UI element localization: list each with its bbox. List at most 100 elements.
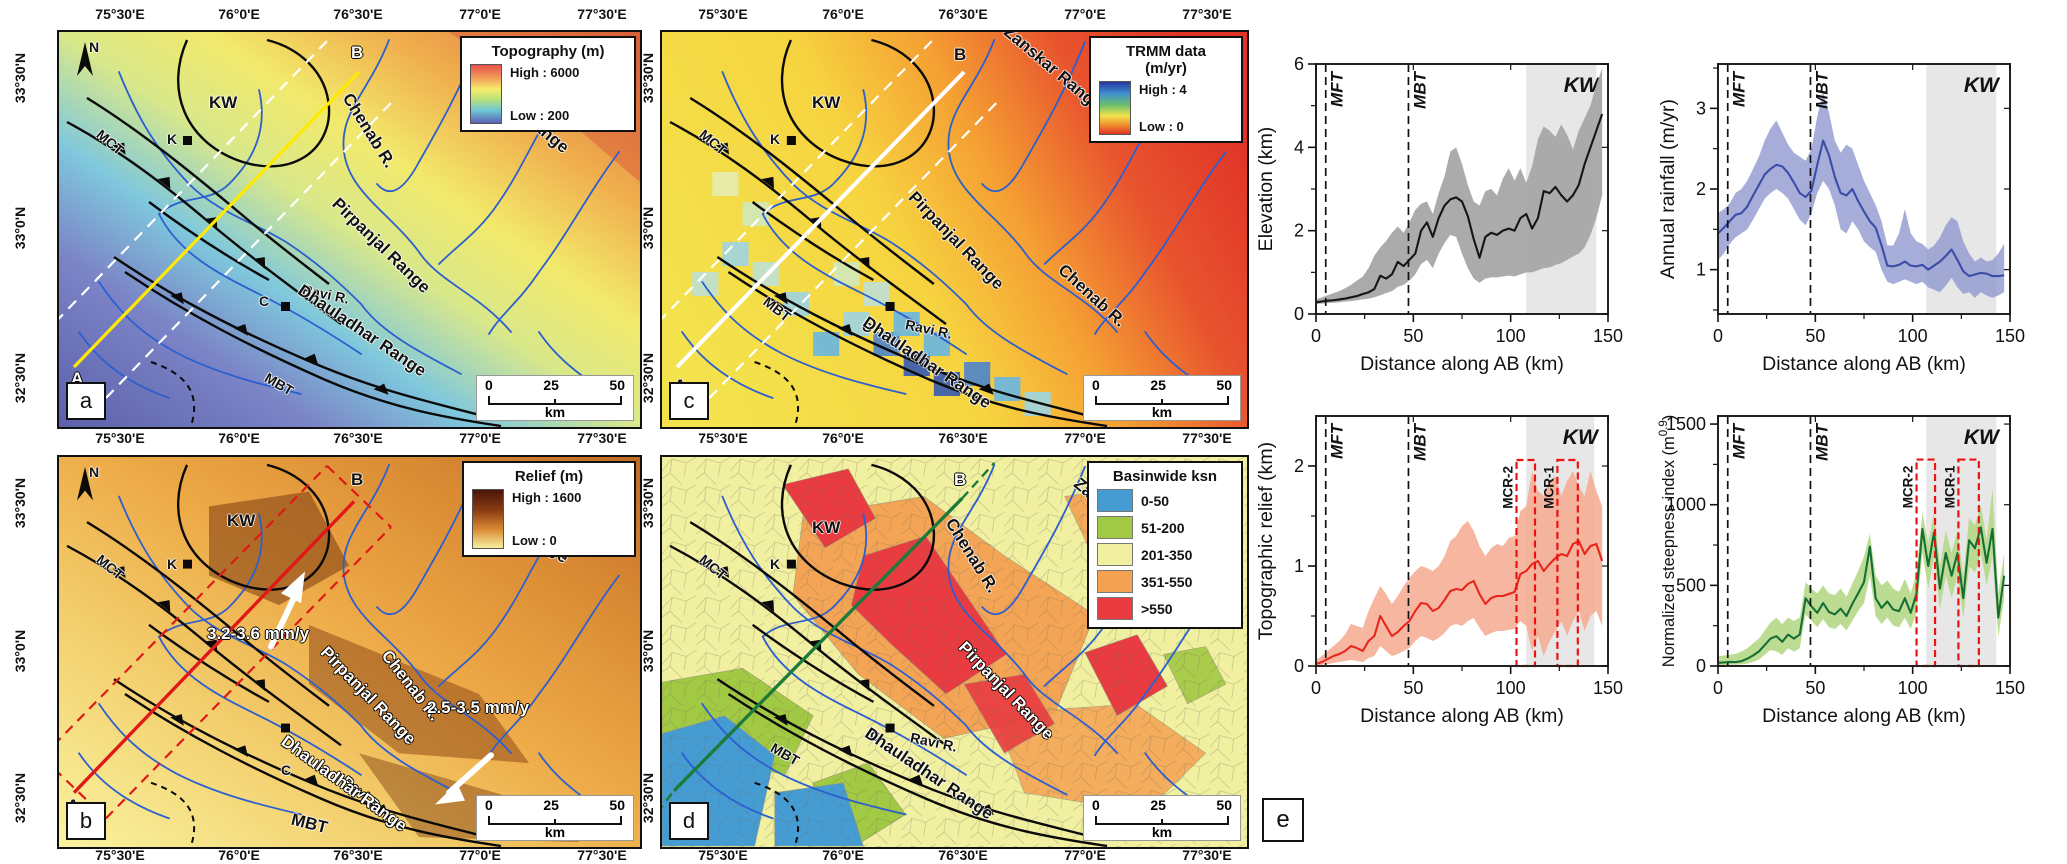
lon-tick-label: 75°30'E bbox=[95, 847, 145, 863]
svg-text:100: 100 bbox=[1496, 678, 1526, 698]
svg-text:150: 150 bbox=[1995, 326, 2025, 346]
lat-tick-label: 32°30'N bbox=[640, 772, 656, 824]
scale-mid: 25 bbox=[543, 797, 559, 813]
svg-text:KW: KW bbox=[1964, 426, 2001, 449]
lon-tick-label: 76°0'E bbox=[822, 430, 864, 446]
lat-tick-label: 33°30'N bbox=[640, 52, 656, 104]
svg-text:0: 0 bbox=[1713, 678, 1723, 698]
svg-text:Normalized steepness index (m0: Normalized steepness index (m0.9) bbox=[1658, 415, 1678, 668]
lat-tick-label: 33°0'N bbox=[640, 629, 656, 673]
scale-bar: 0 25 50 km bbox=[1083, 795, 1241, 841]
scale-zero: 0 bbox=[1092, 377, 1100, 393]
svg-text:50: 50 bbox=[1805, 326, 1825, 346]
svg-text:100: 100 bbox=[1898, 678, 1928, 698]
legend-topography: Topography (m) High : 6000 Low : 200 bbox=[460, 36, 636, 132]
chart-elevation: KW MFT MBT 0 50 100 150 0 2 4 6 Distance along AB (… bbox=[1255, 50, 1628, 395]
lat-tick-label: 33°0'N bbox=[12, 629, 28, 673]
profile-end-b: B bbox=[351, 43, 364, 62]
svg-text:MFT: MFT bbox=[1328, 70, 1347, 107]
town-label-c: C bbox=[862, 319, 873, 335]
svg-text:1000: 1000 bbox=[1666, 495, 1706, 515]
svg-text:Distance along AB (km): Distance along AB (km) bbox=[1360, 705, 1564, 727]
map-panel-relief: N MCT K KW B Chenab R. Zanskar Range Pir… bbox=[57, 455, 642, 849]
svg-text:0: 0 bbox=[1294, 656, 1304, 676]
legend-title-units: (m/yr) bbox=[1145, 60, 1187, 77]
chart-annual-rainfall: KW MFT MBT 0 50 100 150 1 2 3 Distance along AB (k… bbox=[1657, 50, 2030, 395]
town-label-k: K bbox=[167, 556, 178, 572]
lon-tick-label: 76°0'E bbox=[218, 6, 260, 22]
svg-text:6: 6 bbox=[1294, 54, 1304, 74]
legend-title: Topography (m) bbox=[491, 43, 605, 60]
svg-text:Elevation (km): Elevation (km) bbox=[1256, 127, 1277, 252]
svg-text:50: 50 bbox=[1403, 326, 1423, 346]
svg-text:1: 1 bbox=[1696, 260, 1706, 280]
lat-tick-label: 33°30'N bbox=[12, 52, 28, 104]
lon-tick-label: 76°0'E bbox=[218, 847, 260, 863]
svg-text:50: 50 bbox=[1805, 678, 1825, 698]
lon-tick-label: 76°0'E bbox=[822, 6, 864, 22]
map-art-trmm bbox=[662, 32, 1247, 427]
lon-tick-label: 76°30'E bbox=[333, 6, 383, 22]
legend-class-label: 0-50 bbox=[1141, 492, 1170, 509]
svg-text:MCR-1: MCR-1 bbox=[1942, 465, 1957, 508]
svg-text:MBT: MBT bbox=[1812, 70, 1831, 108]
legend-class-row: 0-50 bbox=[1089, 487, 1241, 514]
svg-text:KW: KW bbox=[1964, 74, 2001, 97]
svg-text:0: 0 bbox=[1311, 678, 1321, 698]
scale-unit: km bbox=[1151, 824, 1173, 840]
svg-text:0: 0 bbox=[1311, 326, 1321, 346]
scale-bar-ticks bbox=[1095, 396, 1229, 405]
panel-letter-b: b bbox=[66, 802, 106, 840]
lon-tick-label: 77°30'E bbox=[1182, 847, 1232, 863]
svg-text:MBT: MBT bbox=[1410, 70, 1429, 108]
legend-title: Relief (m) bbox=[514, 468, 584, 485]
svg-text:150: 150 bbox=[1593, 678, 1623, 698]
lon-tick-label: 76°30'E bbox=[333, 847, 383, 863]
legend-class-label: >550 bbox=[1141, 600, 1173, 617]
svg-text:0: 0 bbox=[1696, 656, 1706, 676]
legend-title: TRMM data bbox=[1126, 43, 1206, 60]
svg-text:MCR-1: MCR-1 bbox=[1541, 466, 1556, 509]
region-label-kw: KW bbox=[812, 93, 841, 112]
legend-ksn: Basinwide ksn 0-50 51-200 201-350 351-55… bbox=[1087, 461, 1243, 629]
legend-low: Low : 0 bbox=[512, 533, 557, 548]
lon-tick-label: 77°0'E bbox=[459, 847, 501, 863]
legend-swatch bbox=[1097, 489, 1133, 512]
scale-unit: km bbox=[1151, 404, 1173, 420]
svg-text:MFT: MFT bbox=[1730, 70, 1749, 107]
lon-tick-label: 77°30'E bbox=[1182, 430, 1232, 446]
svg-text:MCR-2: MCR-2 bbox=[1501, 466, 1516, 509]
svg-text:Distance along AB (km): Distance along AB (km) bbox=[1762, 353, 1966, 375]
scale-bar: 0 25 50 km bbox=[476, 375, 634, 421]
legend-class-row: 51-200 bbox=[1089, 514, 1241, 541]
legend-low: Low : 0 bbox=[1139, 119, 1184, 134]
svg-text:150: 150 bbox=[1593, 326, 1623, 346]
svg-text:MCR-2: MCR-2 bbox=[1901, 466, 1916, 509]
svg-text:100: 100 bbox=[1496, 326, 1526, 346]
legend-high: High : 6000 bbox=[510, 65, 580, 80]
legend-class-label: 351-550 bbox=[1141, 573, 1193, 590]
lon-tick-label: 77°30'E bbox=[577, 847, 627, 863]
lon-tick-label: 77°0'E bbox=[1064, 847, 1106, 863]
legend-gradient bbox=[1099, 81, 1131, 135]
legend-relief: Relief (m) High : 1600 Low : 0 bbox=[462, 461, 636, 557]
svg-text:2: 2 bbox=[1696, 179, 1706, 199]
svg-text:Topographic relief (km): Topographic relief (km) bbox=[1256, 442, 1277, 640]
lon-tick-label: 75°30'E bbox=[95, 6, 145, 22]
legend-class-row: 201-350 bbox=[1089, 541, 1241, 568]
town-label-c: C bbox=[259, 293, 270, 309]
lon-tick-label: 75°30'E bbox=[698, 847, 748, 863]
lon-tick-label: 76°0'E bbox=[218, 430, 260, 446]
legend-high: High : 1600 bbox=[512, 490, 582, 505]
svg-text:0: 0 bbox=[1713, 326, 1723, 346]
lon-tick-label: 75°30'E bbox=[698, 6, 748, 22]
svg-text:KW: KW bbox=[1563, 426, 1600, 449]
profile-end-b: B bbox=[954, 45, 967, 64]
lat-tick-label: 32°30'N bbox=[12, 352, 28, 404]
map-panel-trmm: MCT K KW B Chenab R. Zanskar Range Pirpa… bbox=[660, 30, 1249, 429]
map-art-ksn bbox=[662, 457, 1247, 847]
lon-tick-label: 75°30'E bbox=[698, 430, 748, 446]
legend-class-label: 51-200 bbox=[1141, 519, 1185, 536]
lat-tick-label: 33°30'N bbox=[640, 477, 656, 529]
